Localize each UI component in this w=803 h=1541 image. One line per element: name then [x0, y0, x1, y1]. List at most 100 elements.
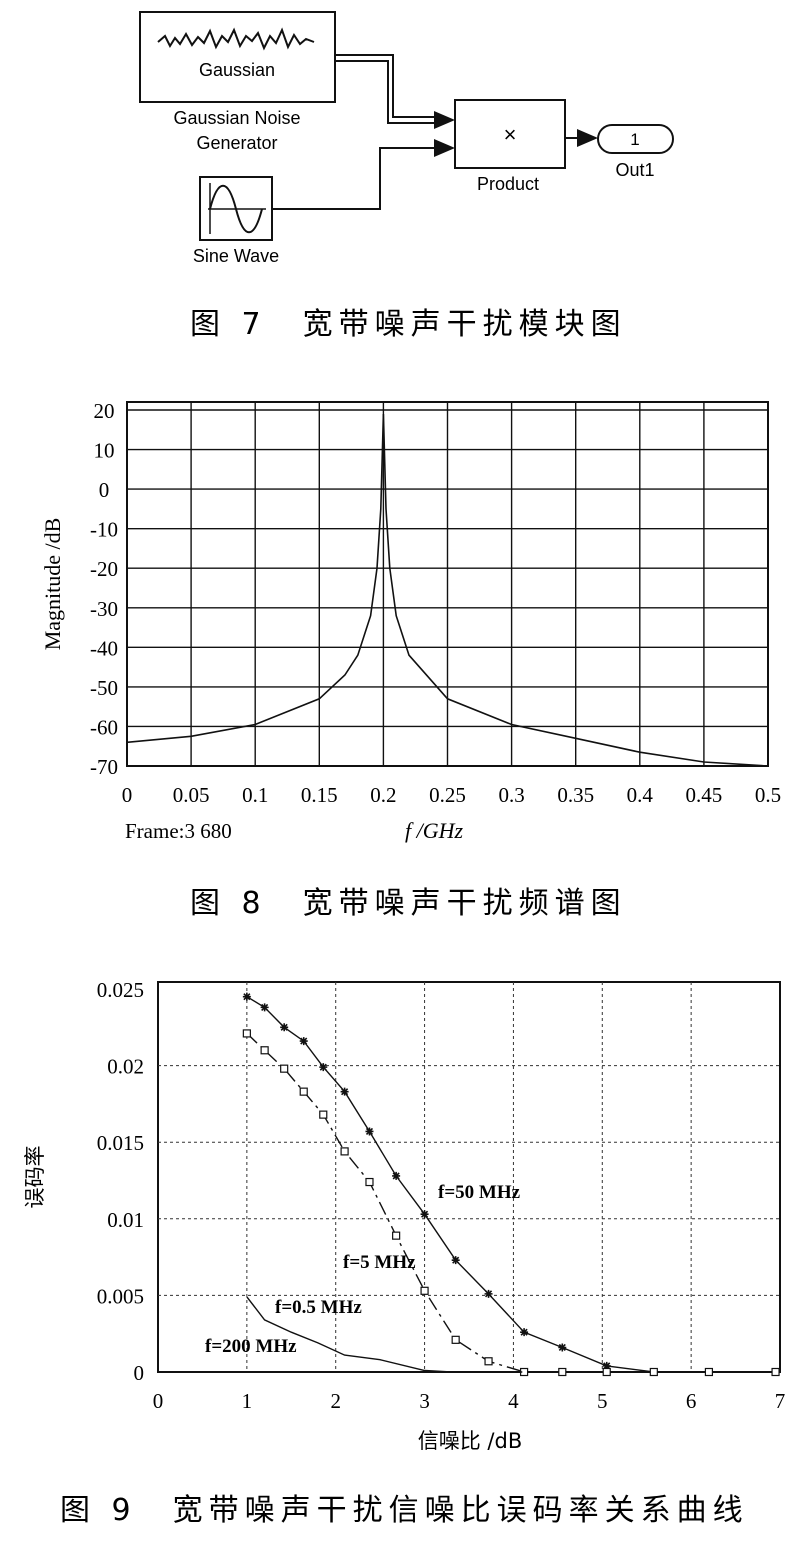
- fig8-ylabel: Magnitude /dB: [40, 518, 65, 651]
- fig9-ytick-label: 0: [134, 1361, 145, 1385]
- fig8-ytick-label: 0: [99, 478, 110, 502]
- fig9-annotation-5mhz: f=5 MHz: [343, 1252, 416, 1273]
- fig8-xtick-label: 0.15: [301, 783, 338, 807]
- gaussian-label-line2: Generator: [196, 133, 277, 153]
- fig9-square-marker: [484, 1357, 493, 1366]
- sine-waveform-icon: [209, 185, 263, 233]
- fig8-xlabel: f /GHz: [405, 818, 464, 843]
- product-input1-arrow-icon: [434, 111, 455, 129]
- fig9-annotation-200mhz: f=200 MHz: [205, 1336, 297, 1357]
- fig9-ytick-label: 0.005: [97, 1284, 144, 1308]
- fig9-xtick-label: 0: [153, 1389, 164, 1413]
- figure8-spectrum-chart: 0 0.05 0.1 0.15 0.2 0.25 0.3 0.35 0.4 0.45 0.5 20 1…: [40, 399, 781, 843]
- fig8-xtick-label: 0.05: [173, 783, 210, 807]
- product-input2-arrow-icon: [434, 139, 455, 157]
- fig9-star-marker: [260, 1003, 269, 1012]
- fig9-star-marker: [365, 1127, 374, 1136]
- fig9-star-marker: [520, 1328, 529, 1337]
- fig9-xtick-label: 1: [242, 1389, 253, 1413]
- out1-arrow-icon: [577, 129, 598, 147]
- fig9-annotation-50mhz: f=50 MHz: [438, 1182, 521, 1203]
- fig9-xtick-label: 4: [508, 1389, 519, 1413]
- fig8-ytick-label: -50: [90, 676, 118, 700]
- fig9-square-marker: [319, 1110, 328, 1119]
- fig9-square-marker: [299, 1087, 308, 1096]
- fig9-square-marker: [704, 1367, 714, 1377]
- noise-signal-line-b: [335, 60, 438, 124]
- fig9-ytick-labels: 0.025 0.02 0.015 0.01 0.005 0: [97, 978, 144, 1385]
- out1-label: Out1: [615, 160, 654, 180]
- gaussian-block-text: Gaussian: [199, 60, 275, 80]
- fig9-square-marker: [602, 1367, 611, 1377]
- fig9-star-marker: [242, 992, 251, 1001]
- figure8-caption: 图 8 宽带噪声干扰频谱图: [190, 886, 627, 921]
- fig9-ytick-label: 0.025: [97, 978, 144, 1002]
- fig9-series-group: [242, 992, 780, 1377]
- fig9-square-marker: [365, 1177, 374, 1187]
- fig9-square-marker: [451, 1335, 460, 1344]
- fig8-ytick-labels: 20 10 0 -10 -20 -30 -40 -50 -60 -70: [90, 399, 118, 779]
- out1-number: 1: [630, 130, 639, 149]
- fig9-xlabel: 信噪比 /dB: [418, 1429, 523, 1453]
- fig9-star-marker: [484, 1289, 493, 1298]
- fig9-square-marker: [771, 1367, 780, 1377]
- fig8-xtick-label: 0.45: [686, 783, 723, 807]
- fig9-square-marker: [392, 1231, 401, 1240]
- fig8-ytick-label: 20: [94, 399, 115, 423]
- product-block[interactable]: [454, 99, 566, 169]
- fig8-xtick-label: 0.35: [557, 783, 594, 807]
- fig8-spectrum-line: [126, 413, 769, 767]
- fig9-star-marker: [602, 1361, 611, 1370]
- fig9-star-marker: [392, 1171, 401, 1180]
- fig9-ytick-label: 0.02: [107, 1055, 144, 1079]
- fig8-xtick-label: 0.1: [242, 783, 268, 807]
- product-label: Product: [477, 174, 539, 194]
- fig9-series-line-1: [246, 1032, 776, 1373]
- fig9-star-marker: [319, 1063, 328, 1072]
- fig9-square-marker: [420, 1286, 429, 1295]
- gaussian-label-line1: Gaussian Noise: [173, 108, 300, 128]
- fig8-xtick-label: 0.4: [627, 783, 654, 807]
- fig8-xtick-label: 0: [122, 783, 133, 807]
- fig9-xtick-label: 6: [686, 1389, 697, 1413]
- fig8-frame-text: Frame:3 680: [125, 819, 232, 843]
- fig9-star-marker: [299, 1037, 308, 1046]
- noise-waveform-icon: [157, 27, 315, 51]
- fig9-xtick-label: 7: [775, 1389, 786, 1413]
- figure7-block-diagram: Gaussian Gaussian Noise Generator Sine W…: [139, 11, 674, 266]
- fig8-xtick-label: 0.2: [370, 783, 396, 807]
- fig9-ytick-label: 0.01: [107, 1208, 144, 1232]
- figure7-caption: 图 7 宽带噪声干扰模块图: [190, 307, 627, 342]
- fig9-square-marker: [280, 1064, 289, 1073]
- fig9-star-marker: [558, 1343, 567, 1352]
- fig8-grid: [126, 402, 769, 767]
- fig9-square-marker: [649, 1367, 658, 1377]
- fig9-star-marker: [280, 1023, 289, 1032]
- sine-wave-label: Sine Wave: [193, 246, 279, 266]
- fig8-xtick-label: 0.3: [498, 783, 524, 807]
- fig9-annotation-0-5mhz: f=0.5 MHz: [275, 1297, 362, 1318]
- fig9-star-marker: [340, 1087, 349, 1096]
- fig8-ytick-label: -60: [90, 715, 118, 739]
- fig8-ytick-label: -40: [90, 636, 118, 660]
- fig8-ytick-label: 10: [94, 439, 115, 463]
- fig9-star-marker: [420, 1210, 429, 1219]
- fig9-square-marker: [558, 1367, 567, 1377]
- figure9-ber-chart: 0 1 2 3 4 5 6 7 0.025 0.02 0.015 0.01 0.005 0 误码率 信噪…: [23, 978, 785, 1453]
- fig9-xtick-label: 2: [330, 1389, 341, 1413]
- fig8-xtick-labels: 0 0.05 0.1 0.15 0.2 0.25 0.3 0.35 0.4 0.45 0.5: [122, 783, 781, 807]
- figure9-caption: 图 9 宽带噪声干扰信噪比误码率关系曲线: [60, 1493, 749, 1528]
- fig9-series-line-2: [246, 1296, 523, 1373]
- fig9-square-marker: [242, 1029, 251, 1038]
- fig9-xtick-label: 3: [419, 1389, 430, 1413]
- fig9-grid: [158, 982, 780, 1372]
- gaussian-noise-block[interactable]: [139, 11, 336, 103]
- sine-signal-line: [272, 147, 438, 210]
- out1-port[interactable]: [597, 124, 674, 154]
- fig8-ytick-label: -70: [90, 755, 118, 779]
- fig9-ylabel: 误码率: [23, 1146, 47, 1209]
- fig9-star-marker: [451, 1256, 460, 1265]
- fig8-xtick-label: 0.5: [755, 783, 781, 807]
- fig8-ytick-label: -20: [90, 557, 118, 581]
